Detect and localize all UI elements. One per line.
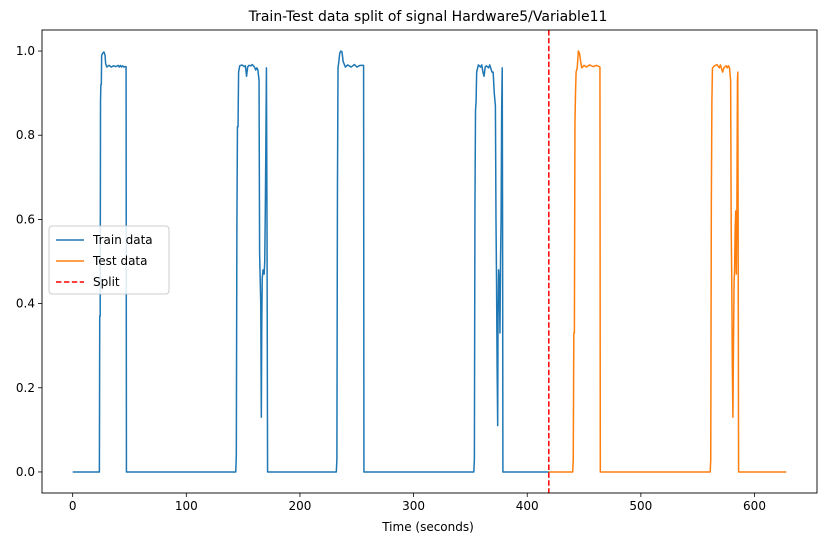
legend-label: Split — [93, 275, 120, 289]
plot-frame — [41, 29, 818, 494]
y-tick-label: 0.6 — [16, 212, 35, 226]
y-tick-label: 0.2 — [16, 381, 35, 395]
series-line-1 — [72, 50, 549, 473]
x-tick-label: 200 — [289, 499, 312, 513]
legend-label: Train data — [92, 233, 153, 247]
x-axis-label: Time (seconds) — [381, 520, 474, 534]
y-tick-label: 0.0 — [16, 465, 35, 479]
y-tick-label: 1.0 — [16, 44, 35, 58]
legend-box — [48, 225, 170, 295]
series-layer — [72, 30, 787, 493]
y-tick-label: 0.4 — [16, 297, 35, 311]
x-tick-label: 100 — [175, 499, 198, 513]
y-tick-label: 0.8 — [16, 128, 35, 142]
x-tick-label: 500 — [629, 499, 652, 513]
series-line-2 — [548, 50, 787, 473]
legend-label: Test data — [92, 254, 147, 268]
x-tick-label: 0 — [69, 499, 77, 513]
x-tick-label: 300 — [402, 499, 425, 513]
legend: Train data Test data Split — [48, 225, 170, 295]
x-tick-label: 600 — [743, 499, 766, 513]
x-tick-label: 400 — [516, 499, 539, 513]
chart-title: Train-Test data split of signal Hardware… — [248, 9, 608, 25]
ticks-layer: 0 100 200 300 400 500 600 0.0 0.2 0.4 0.6 0.8 1.0 — [16, 44, 766, 513]
